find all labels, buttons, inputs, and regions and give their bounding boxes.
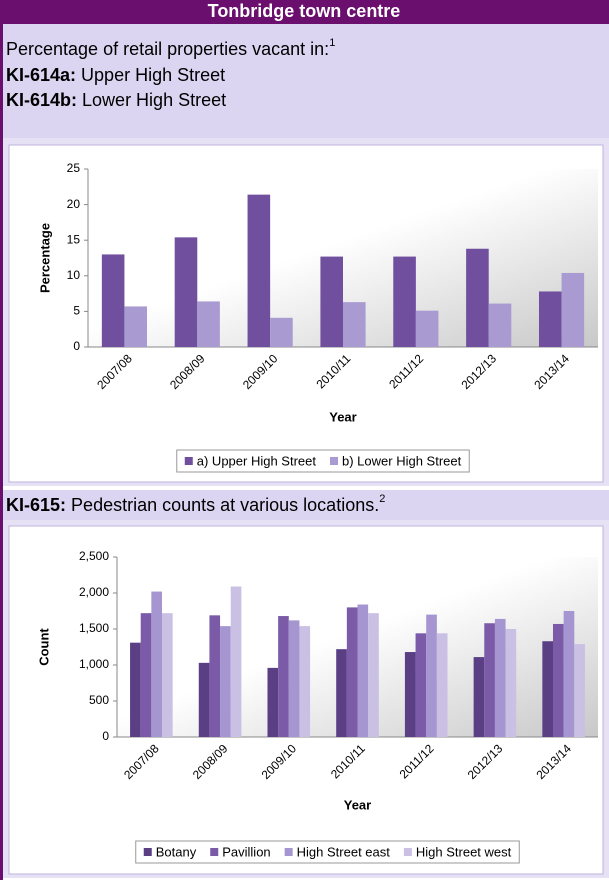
intro-text-main: Percentage of retail properties vacant i… <box>6 39 329 59</box>
intro-box <box>3 24 609 138</box>
legend-swatch <box>184 457 193 465</box>
bar <box>247 194 271 347</box>
bar <box>101 254 125 347</box>
legend <box>176 449 470 473</box>
section-text: KI-615: Pedestrian counts at various loc… <box>6 493 385 515</box>
bar <box>130 642 141 737</box>
bar <box>404 652 416 737</box>
bar <box>198 662 210 737</box>
y-tick-label: 0 <box>102 729 109 743</box>
y-tick-label: 2,000 <box>79 585 109 599</box>
title-bar <box>0 0 609 24</box>
bar <box>561 272 585 347</box>
bar <box>151 591 163 737</box>
bar <box>336 649 347 737</box>
item-code: KI-614b: <box>6 90 77 110</box>
bar <box>267 667 279 737</box>
bar <box>346 607 358 737</box>
y-axis-label: Percentage <box>37 223 52 293</box>
legend-swatch <box>284 848 293 856</box>
legend-label: High Street west <box>416 844 512 859</box>
bar <box>563 611 575 737</box>
y-tick-label: 2,500 <box>79 549 109 563</box>
bar <box>343 302 366 347</box>
footnote-ref: 1 <box>329 37 335 49</box>
section-label: Pedestrian counts at various locations. <box>71 495 379 515</box>
bar <box>278 616 289 737</box>
bar <box>220 626 231 737</box>
bar <box>488 303 512 347</box>
bar <box>494 618 506 737</box>
intro-item: KI-614a: Upper High Street <box>6 65 225 85</box>
bar <box>320 256 343 347</box>
bar <box>288 620 300 737</box>
y-tick-label: 10 <box>67 268 81 282</box>
intro-text: Percentage of retail properties vacant i… <box>6 37 335 59</box>
bar <box>466 248 489 347</box>
y-tick-label: 5 <box>73 304 80 318</box>
y-tick-label: 1,500 <box>79 621 109 635</box>
bar <box>415 633 427 737</box>
bar <box>174 237 198 347</box>
bar <box>209 615 221 737</box>
bar <box>357 604 369 737</box>
legend-label: High Street east <box>297 844 391 859</box>
bar <box>538 291 562 347</box>
bar <box>415 310 439 347</box>
bar <box>436 633 448 737</box>
legend-label: Pavillion <box>222 844 270 859</box>
legend-label: Botany <box>156 844 197 859</box>
bar <box>230 586 242 737</box>
y-tick-label: 15 <box>67 232 81 246</box>
y-tick-label: 500 <box>89 693 109 707</box>
bar <box>542 641 553 737</box>
bar <box>368 613 379 737</box>
bar <box>197 301 220 347</box>
bar <box>162 613 173 737</box>
legend-swatch <box>330 457 338 465</box>
item-code: KI-614a: <box>6 65 76 85</box>
bar <box>124 306 148 347</box>
bar <box>574 644 585 737</box>
section-box <box>3 490 609 520</box>
x-axis-label: Year <box>329 409 356 424</box>
bar <box>552 623 564 737</box>
bar <box>426 614 437 737</box>
footnote-ref: 2 <box>379 493 385 505</box>
intro-item: KI-614b: Lower High Street <box>6 90 226 110</box>
y-tick-label: 25 <box>67 161 81 175</box>
bar <box>484 623 495 737</box>
legend-label: a) Upper High Street <box>197 453 317 468</box>
legend-swatch <box>143 848 152 856</box>
bar <box>299 626 311 737</box>
legend-swatch <box>403 848 412 856</box>
left-border <box>0 24 3 880</box>
legend-swatch <box>210 848 219 856</box>
bar <box>473 657 485 737</box>
y-tick-label: 1,000 <box>79 657 109 671</box>
x-axis-label: Year <box>344 797 371 812</box>
bar <box>505 629 517 737</box>
y-tick-label: 20 <box>67 197 81 211</box>
item-label: Upper High Street <box>81 65 225 85</box>
legend-label: b) Lower High Street <box>342 453 462 468</box>
item-label: Lower High Street <box>82 90 226 110</box>
y-axis-label: Count <box>36 628 51 666</box>
bar <box>393 256 416 347</box>
section-code: KI-615: <box>6 495 66 515</box>
bar <box>270 317 293 347</box>
y-tick-label: 0 <box>73 339 80 353</box>
legend <box>135 840 520 864</box>
bar <box>140 613 152 737</box>
page-title: Tonbridge town centre <box>208 1 401 21</box>
